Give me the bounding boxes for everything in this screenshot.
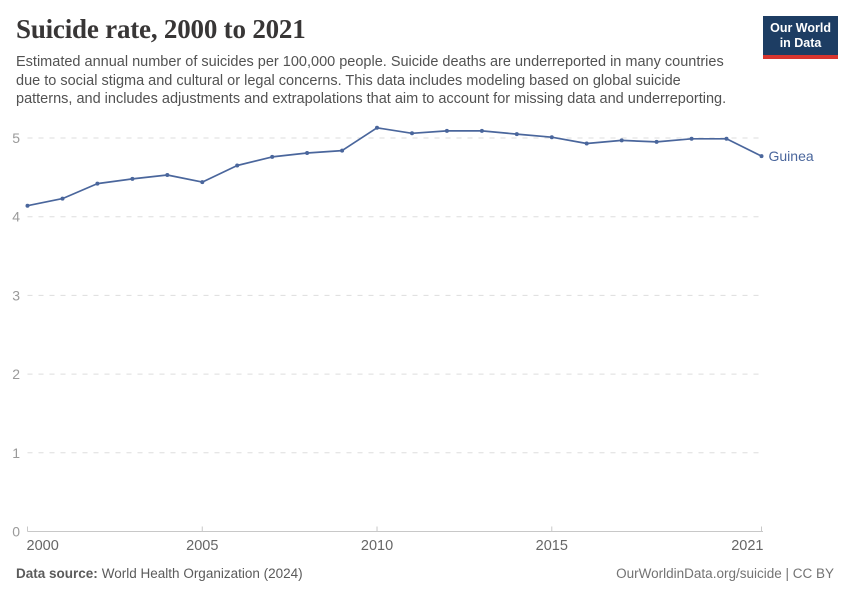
- owid-logo-line1: Our World: [770, 21, 831, 35]
- chart-footer: Data source: World Health Organization (2…: [16, 566, 834, 581]
- data-point-guinea-2009[interactable]: [340, 148, 345, 153]
- data-point-guinea-2018[interactable]: [654, 139, 659, 144]
- data-source: Data source: World Health Organization (2…: [16, 566, 303, 581]
- data-point-guinea-2004[interactable]: [165, 173, 170, 177]
- y-tick-label-3: 3: [12, 287, 20, 303]
- data-point-guinea-2002[interactable]: [95, 181, 100, 186]
- data-point-guinea-2008[interactable]: [305, 151, 310, 155]
- data-point-guinea-2006[interactable]: [235, 163, 240, 168]
- data-point-guinea-2020[interactable]: [724, 136, 729, 141]
- subtitle-line-3: patterns, and includes adjustments and e…: [16, 91, 727, 108]
- x-tick-label-2000: 2000: [27, 538, 59, 554]
- subtitle-line-2: due to social stigma and cultural or leg…: [16, 72, 681, 89]
- data-source-value: World Health Organization (2024): [101, 566, 303, 581]
- footer-citation-link[interactable]: OurWorldinData.org/suicide | CC BY: [616, 566, 834, 581]
- data-point-guinea-2003[interactable]: [130, 176, 135, 181]
- data-point-guinea-2015[interactable]: [549, 135, 554, 140]
- x-tick-label-2005: 2005: [186, 538, 218, 554]
- data-point-guinea-2005[interactable]: [200, 180, 205, 185]
- data-point-guinea-2013[interactable]: [479, 128, 484, 133]
- chart-subtitle: Estimated annual number of suicides per …: [16, 53, 726, 109]
- data-point-guinea-2012[interactable]: [444, 128, 449, 133]
- chart-title: Suicide rate, 2000 to 2021: [16, 14, 306, 44]
- series-end-label-guinea[interactable]: Guinea: [769, 148, 814, 164]
- y-tick-label-0: 0: [12, 524, 20, 540]
- owid-logo[interactable]: Our World in Data: [763, 16, 838, 59]
- data-point-guinea-2007[interactable]: [270, 154, 275, 159]
- data-point-guinea-2016[interactable]: [584, 141, 589, 146]
- x-tick-label-2015: 2015: [536, 538, 568, 554]
- data-point-guinea-2011[interactable]: [410, 131, 414, 136]
- data-point-guinea-2017[interactable]: [619, 138, 624, 143]
- data-point-guinea-2021[interactable]: [759, 154, 764, 159]
- data-source-label: Data source:: [16, 566, 98, 581]
- data-point-guinea-2001[interactable]: [60, 196, 65, 201]
- subtitle-line-1: Estimated annual number of suicides per …: [16, 54, 724, 70]
- owid-logo-line2: in Data: [779, 36, 822, 50]
- y-tick-label-5: 5: [12, 130, 20, 146]
- data-point-guinea-2019[interactable]: [689, 136, 694, 141]
- data-point-guinea-2010[interactable]: [375, 125, 379, 130]
- data-point-guinea-2014[interactable]: [514, 132, 519, 137]
- series-line-guinea[interactable]: [26, 126, 763, 207]
- y-tick-label-4: 4: [12, 209, 20, 225]
- x-tick-label-2010: 2010: [361, 538, 393, 554]
- y-tick-label-1: 1: [12, 445, 20, 461]
- x-tick-label-2021: 2021: [731, 538, 763, 554]
- y-tick-label-2: 2: [12, 366, 20, 382]
- data-point-guinea-2000[interactable]: [25, 203, 30, 208]
